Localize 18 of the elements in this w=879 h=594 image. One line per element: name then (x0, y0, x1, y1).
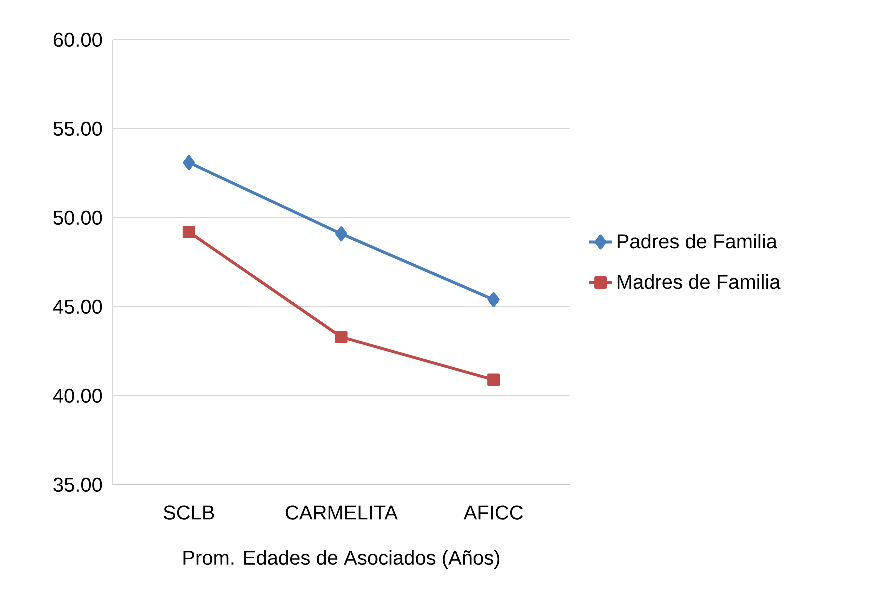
x-tick-label: SCLB (164, 506, 214, 520)
point (488, 292, 500, 308)
point (488, 374, 500, 386)
y-tick-label: 55.00 (54, 122, 102, 136)
point (182, 226, 196, 239)
x-tick-label: AFICC (464, 506, 524, 520)
legend-label: Madres de Familia (618, 274, 781, 290)
y-tick-label: 50.00 (54, 210, 102, 226)
y-tick-label: 35.00 (54, 478, 102, 492)
point (336, 226, 348, 242)
y-tick-label: 45.00 (53, 300, 102, 314)
x-axis-title: Prom. Edades de Asociados (Años) (184, 550, 500, 569)
point (335, 330, 348, 344)
y-tick-label: 40.00 (53, 388, 102, 404)
point (183, 155, 196, 170)
x-tick-label: CARMELITA (286, 506, 398, 520)
legend-label: Padres de Familia (618, 234, 778, 249)
y-tick-label: 60.00 (54, 32, 102, 48)
